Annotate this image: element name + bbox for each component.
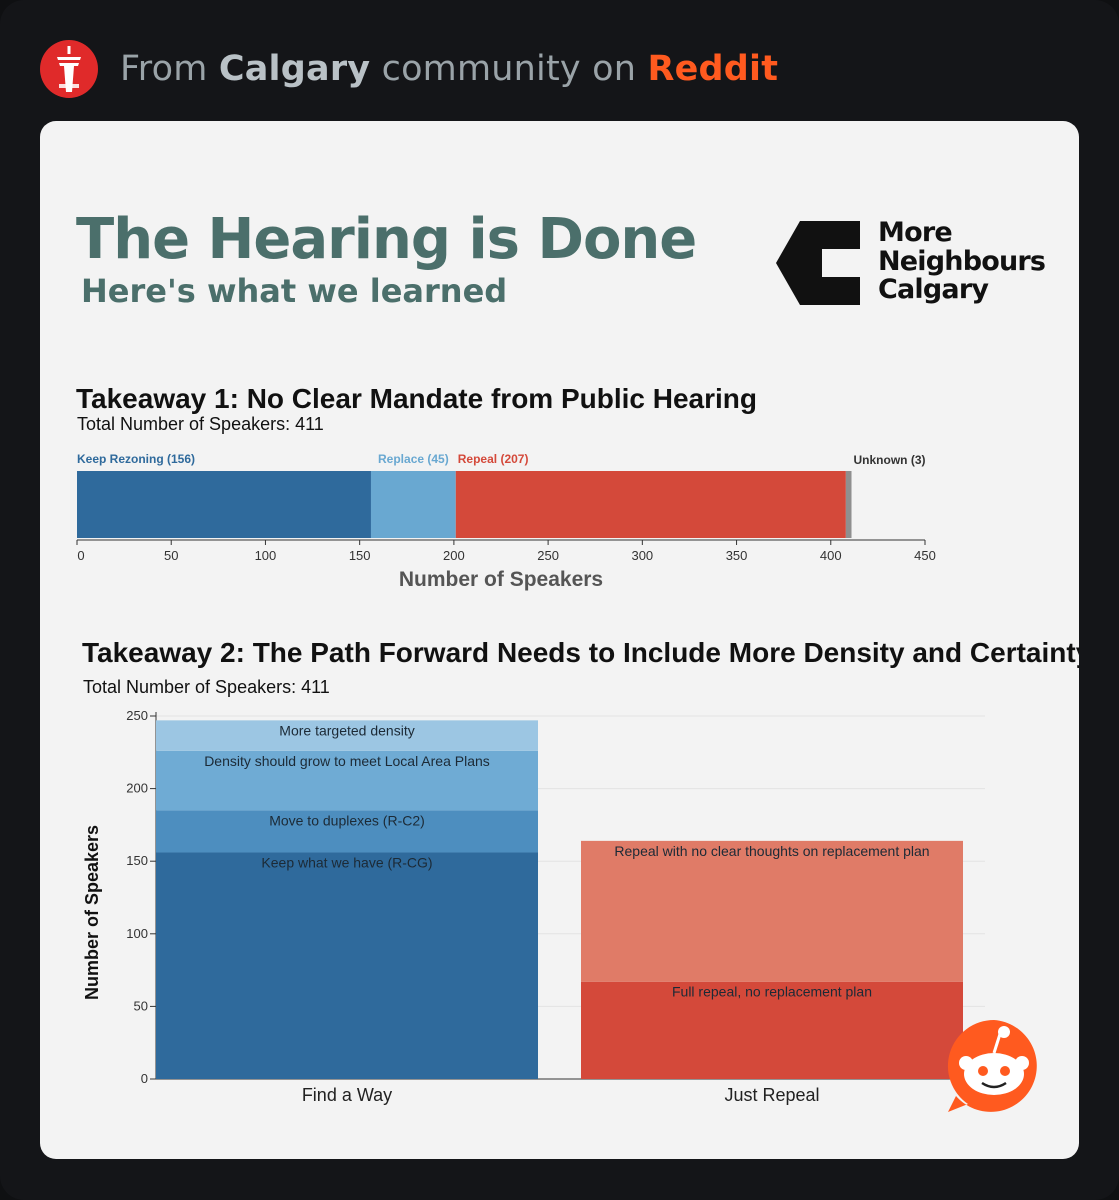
segment-label: Repeal with no clear thoughts on replace… bbox=[614, 843, 929, 859]
x-tick-label: 300 bbox=[631, 548, 653, 563]
takeaway-1-subtitle: Total Number of Speakers: 411 bbox=[77, 414, 324, 434]
y-tick-label: 150 bbox=[126, 853, 148, 868]
bar-segment-keep-rezoning bbox=[77, 471, 371, 538]
logo-line-2: Neighbours bbox=[878, 245, 1046, 277]
logo-line-3: Calgary bbox=[878, 274, 989, 305]
calgary-tower-icon[interactable] bbox=[40, 40, 98, 98]
logo-line-1: More bbox=[878, 217, 953, 248]
segment-label: Move to duplexes (R-C2) bbox=[269, 812, 425, 828]
bar-segment bbox=[581, 840, 963, 982]
y-tick-label: 50 bbox=[134, 998, 148, 1013]
takeaway-2-title: Takeaway 2: The Path Forward Needs to In… bbox=[82, 637, 1079, 668]
x-tick-label: 400 bbox=[820, 548, 842, 563]
infographic-card: The Hearing is Done Here's what we learn… bbox=[40, 121, 1079, 1159]
y-tick-label: 250 bbox=[126, 708, 148, 723]
segment-label: More targeted density bbox=[279, 722, 414, 738]
bar-segment bbox=[156, 852, 538, 1079]
segment-label: Full repeal, no replacement plan bbox=[672, 984, 872, 1000]
bar-segment bbox=[156, 810, 538, 853]
source-middle: community on bbox=[381, 49, 637, 89]
bar-label-repeal: Repeal (207) bbox=[458, 452, 529, 466]
y-tick-label: 200 bbox=[126, 781, 148, 796]
site-name[interactable]: Reddit bbox=[647, 49, 779, 89]
bar-label-replace: Replace (45) bbox=[378, 452, 449, 466]
segment-label: Density should grow to meet Local Area P… bbox=[204, 753, 490, 769]
bar-label-unknown: Unknown (3) bbox=[854, 453, 926, 467]
x-category-label: Just Repeal bbox=[724, 1085, 819, 1105]
segment-label: Keep what we have (R-CG) bbox=[261, 854, 432, 870]
post-header: From Calgary community on Reddit bbox=[40, 40, 778, 98]
x-tick-label: 200 bbox=[443, 548, 465, 563]
post-source-text: From Calgary community on Reddit bbox=[120, 49, 778, 89]
poster-subtitle: Here's what we learned bbox=[81, 272, 508, 310]
x-tick-label: 100 bbox=[255, 548, 277, 563]
community-name[interactable]: Calgary bbox=[218, 49, 371, 89]
source-prefix: From bbox=[120, 49, 208, 89]
more-neighbours-logo-mark bbox=[776, 221, 860, 305]
bar-label-keep-rezoning: Keep Rezoning (156) bbox=[77, 452, 195, 466]
bar-segment-replace bbox=[370, 471, 456, 538]
reddit-snoo-icon bbox=[947, 1019, 1037, 1112]
bar-segment bbox=[156, 750, 538, 811]
x-tick-label: 250 bbox=[537, 548, 559, 563]
x-tick-label: 450 bbox=[914, 548, 936, 563]
x-tick-label: 150 bbox=[349, 548, 371, 563]
x-tick-label: 50 bbox=[164, 548, 178, 563]
bar-segment-unknown bbox=[845, 471, 852, 538]
bar-segment bbox=[156, 720, 538, 751]
takeaway-2-subtitle: Total Number of Speakers: 411 bbox=[83, 677, 330, 697]
logo-wordmark: More Neighbours Calgary bbox=[878, 217, 1078, 305]
y-axis-title: Number of Speakers bbox=[82, 825, 102, 1000]
poster-title: The Hearing is Done bbox=[76, 207, 697, 272]
bar-segment-repeal bbox=[455, 471, 846, 538]
x-tick-label: 0 bbox=[77, 548, 84, 563]
takeaway-2-chart: 0 50 100 150 200 250 Number of Speakers Keep wh… bbox=[82, 708, 985, 1105]
takeaway-1-chart: Keep Rezoning (156) Replace (45) Repeal (2… bbox=[76, 452, 936, 591]
x-tick-label: 350 bbox=[726, 548, 748, 563]
takeaway-1-title: Takeaway 1: No Clear Mandate from Public… bbox=[76, 383, 758, 414]
bar-segment bbox=[581, 981, 963, 1079]
x-axis-title: Number of Speakers bbox=[399, 568, 603, 591]
y-tick-label: 100 bbox=[126, 926, 148, 941]
y-tick-label: 0 bbox=[141, 1071, 148, 1086]
x-category-label: Find a Way bbox=[302, 1085, 392, 1105]
